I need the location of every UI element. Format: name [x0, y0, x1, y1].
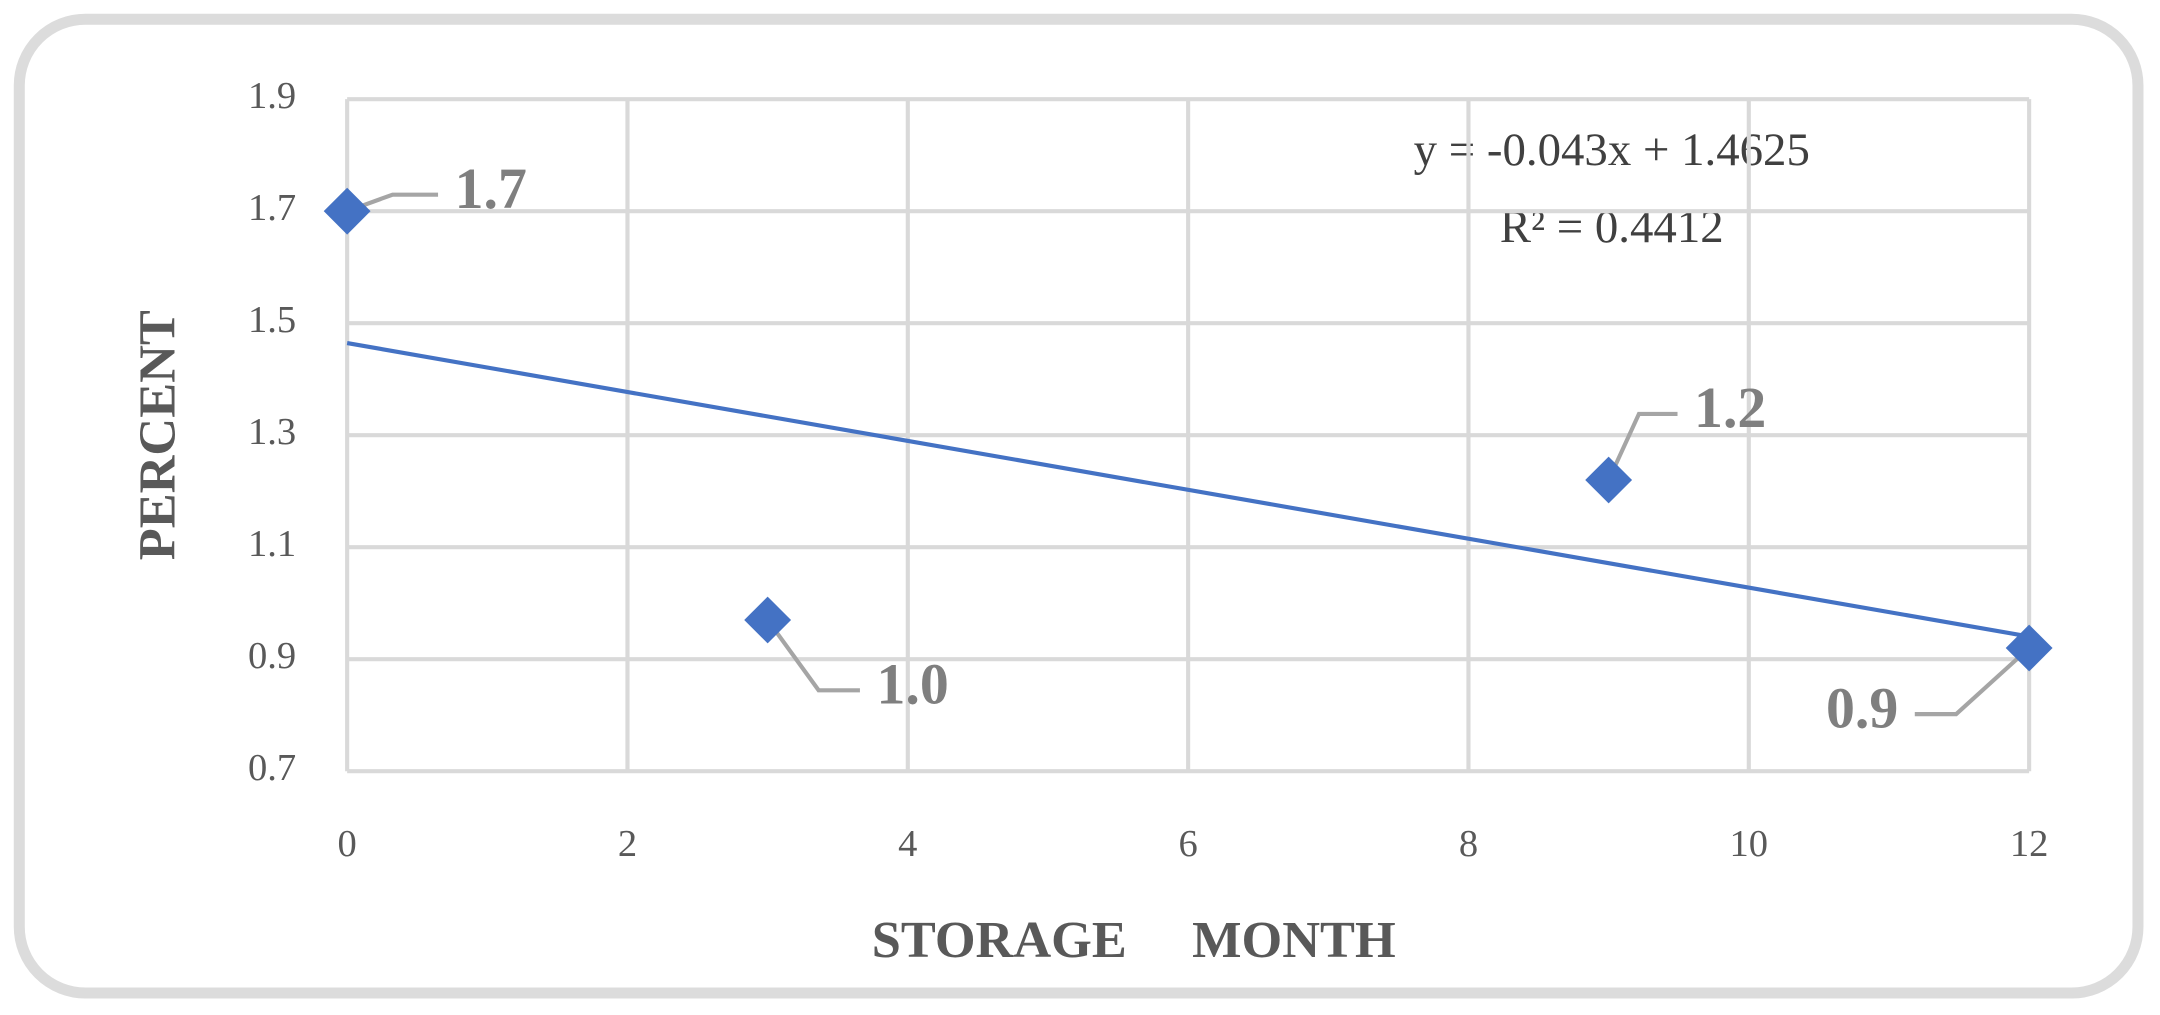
data-label: 1.0 [876, 652, 948, 717]
marker [1585, 456, 1633, 504]
y-tick-label: 1.7 [248, 187, 296, 229]
x-tick-label: 6 [1178, 823, 1197, 865]
y-tick-label: 1.3 [248, 411, 296, 453]
marker [744, 596, 792, 644]
y-axis-title: PERCENT [129, 310, 187, 560]
x-tick-label: 4 [898, 823, 917, 865]
y-tick-label: 1.9 [248, 75, 296, 117]
data-label: 1.2 [1694, 375, 1766, 440]
trendline [346, 341, 2030, 639]
data-label: 0.9 [1826, 675, 1898, 740]
trendline-equation: y = -0.043x + 1.4625 [1414, 124, 1810, 176]
marker [2005, 624, 2053, 672]
y-tick-label: 1.1 [248, 523, 296, 565]
x-tick-label: 2 [618, 823, 637, 865]
leader-line [1606, 411, 1678, 481]
chart-frame [13, 13, 2144, 999]
x-tick-label: 0 [338, 823, 357, 865]
x-axis-title: STORAGE MONTH [872, 911, 1396, 969]
x-tick-label: 8 [1459, 823, 1478, 865]
data-label: 1.7 [455, 156, 527, 221]
y-tick-label: 0.9 [248, 635, 296, 677]
x-tick-label: 10 [1730, 823, 1769, 865]
y-tick-label: 1.5 [248, 299, 296, 341]
x-tick-label: 12 [2010, 823, 2049, 865]
leader-line [765, 618, 860, 693]
trendline-r-squared: R² = 0.4412 [1500, 201, 1724, 253]
leader-line [1914, 646, 2031, 717]
y-tick-label: 0.7 [248, 747, 296, 789]
